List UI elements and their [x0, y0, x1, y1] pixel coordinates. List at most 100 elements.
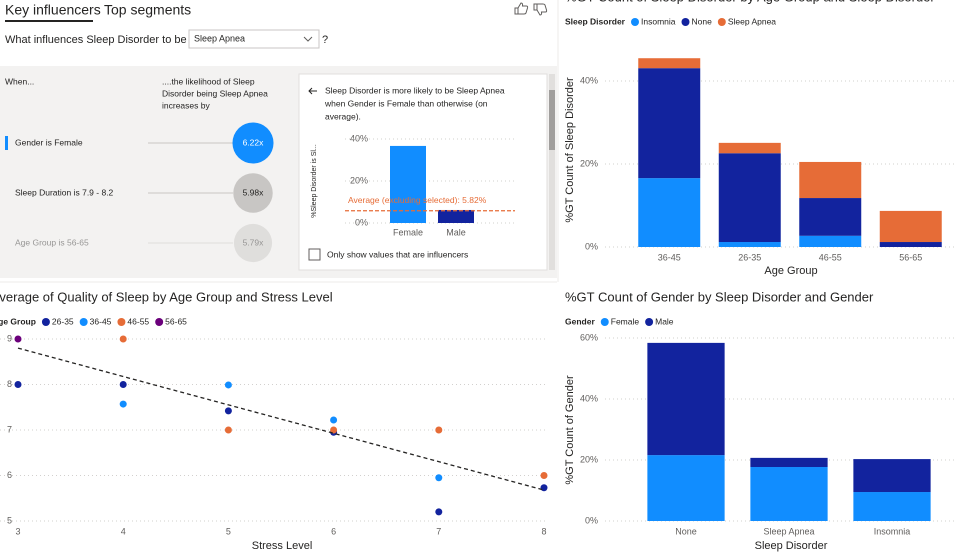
- y-tick-label: 7: [7, 424, 12, 434]
- column-likelihood: ....the likelihood of Sleep: [162, 76, 255, 86]
- thumbs-down[interactable]: [533, 3, 548, 16]
- influencer-row: Sleep Duration is 7.9 - 8.2 5.98x: [15, 173, 273, 213]
- legend-swatch: [717, 18, 726, 26]
- explanation: when Gender is Female than otherwise (on: [324, 98, 488, 108]
- selection-bar: [5, 136, 8, 150]
- bar-segment: [879, 210, 942, 243]
- influence-value: 5.98x: [243, 187, 265, 197]
- legend-title: Gender: [565, 316, 595, 326]
- x-tick-label: Female: [393, 227, 423, 237]
- bar-segment: [638, 178, 701, 247]
- thumbs-up[interactable]: [514, 2, 529, 15]
- legend-label: Female: [611, 316, 640, 326]
- x-tick-label: 7: [436, 526, 441, 536]
- x-tick-label: 46-55: [819, 252, 842, 262]
- bar-segment: [879, 242, 942, 247]
- y-axis-title: %Sleep Disorder is Sl...: [311, 144, 318, 218]
- y-tick-label: 20%: [580, 158, 598, 168]
- point: [540, 484, 548, 492]
- question: What influences Sleep Disorder to be: [5, 34, 187, 46]
- influencer-row: Age Group is 56-65 5.79x: [15, 223, 273, 263]
- legend-title: Sleep Disorder: [565, 16, 626, 26]
- legend-label: Insomnia: [641, 16, 676, 26]
- point: [224, 381, 232, 389]
- thumbs-icons[interactable]: [514, 2, 548, 16]
- point: [224, 407, 232, 415]
- dropdown-chevron[interactable]: [303, 36, 313, 42]
- y-tick-label: 6: [7, 470, 12, 480]
- legend-label: 56-65: [165, 316, 187, 326]
- point: [435, 474, 443, 482]
- explanation: average).: [325, 111, 361, 121]
- y-tick-label: 40%: [580, 393, 598, 403]
- legend-title: Age Group: [0, 316, 36, 326]
- legend-label: 26-35: [52, 316, 74, 326]
- point: [330, 426, 338, 434]
- bar-segment: [750, 467, 828, 521]
- bar: [438, 209, 474, 223]
- x-tick-label: Insomnia: [874, 526, 911, 536]
- legend-swatch: [79, 318, 88, 326]
- x-tick-label: 4: [121, 526, 126, 536]
- checkbox[interactable]: [308, 248, 321, 261]
- influencer-label: Gender is Female: [15, 137, 83, 147]
- x-tick-label: 5: [226, 526, 231, 536]
- influence-value: 5.79x: [243, 237, 265, 247]
- bar-segment: [638, 68, 701, 179]
- scrollbar-thumb[interactable]: [549, 90, 555, 150]
- point: [119, 400, 127, 408]
- bar-segment: [718, 142, 781, 154]
- influence-bubble: [233, 223, 273, 263]
- x-tick-label: 26-35: [738, 252, 761, 262]
- point: [119, 381, 127, 388]
- bar-segment: [750, 457, 828, 468]
- bar-segment: [799, 198, 862, 236]
- x-tick-label: 3: [15, 526, 20, 536]
- scrollbar-track[interactable]: [549, 74, 555, 270]
- tab-key-influencers[interactable]: Key influencers: [5, 2, 101, 18]
- legend-label: Sleep Apnea: [728, 16, 776, 26]
- y-tick-label: 20%: [350, 175, 368, 185]
- column-when: When...: [5, 76, 34, 86]
- influence-bubble: [232, 122, 274, 164]
- bar-segment: [718, 153, 781, 243]
- point: [435, 508, 443, 516]
- legend-label: None: [692, 16, 713, 26]
- bar-segment: [799, 161, 862, 199]
- influence-bubble: [233, 173, 273, 213]
- point: [540, 472, 548, 479]
- x-tick-label: None: [675, 526, 697, 536]
- tab-top-segments[interactable]: Top segments: [104, 2, 191, 18]
- influencer-list: Gender is Female 6.22x Sleep Duration is 7…: [5, 122, 274, 263]
- x-tick-label: 8: [541, 526, 546, 536]
- legend-swatch: [645, 318, 654, 326]
- chart-title: Average of Quality of Sleep by Age Group…: [0, 289, 333, 304]
- explanation: Sleep Disorder is more likely to be Slee…: [325, 85, 505, 95]
- legend-swatch: [681, 18, 690, 26]
- back-arrow[interactable]: [308, 87, 317, 95]
- bar-segment: [799, 235, 862, 247]
- legend-swatch: [155, 318, 164, 326]
- bar-segment: [647, 342, 725, 456]
- dropdown-value[interactable]: Sleep Apnea: [194, 33, 245, 43]
- y-tick-label: 5: [7, 515, 12, 525]
- y-tick-label: 9: [7, 333, 12, 343]
- y-tick-label: 40%: [350, 133, 368, 143]
- y-tick-label: 0%: [355, 217, 368, 227]
- chart-title: %GT Count of Gender by Sleep Disorder an…: [565, 289, 874, 304]
- bar-segment: [853, 459, 931, 493]
- point: [14, 381, 22, 388]
- point: [435, 426, 443, 434]
- point: [119, 335, 127, 343]
- bar: [390, 145, 426, 223]
- bar-segment: [647, 455, 725, 521]
- checkbox-label[interactable]: Only show values that are influencers: [327, 249, 468, 259]
- legend-swatch: [600, 318, 609, 326]
- y-tick-label: 8: [7, 379, 12, 389]
- bar-segment: [718, 242, 781, 247]
- dropdown[interactable]: [188, 29, 320, 49]
- x-axis-title: Age Group: [764, 265, 817, 277]
- help[interactable]: ?: [322, 34, 328, 46]
